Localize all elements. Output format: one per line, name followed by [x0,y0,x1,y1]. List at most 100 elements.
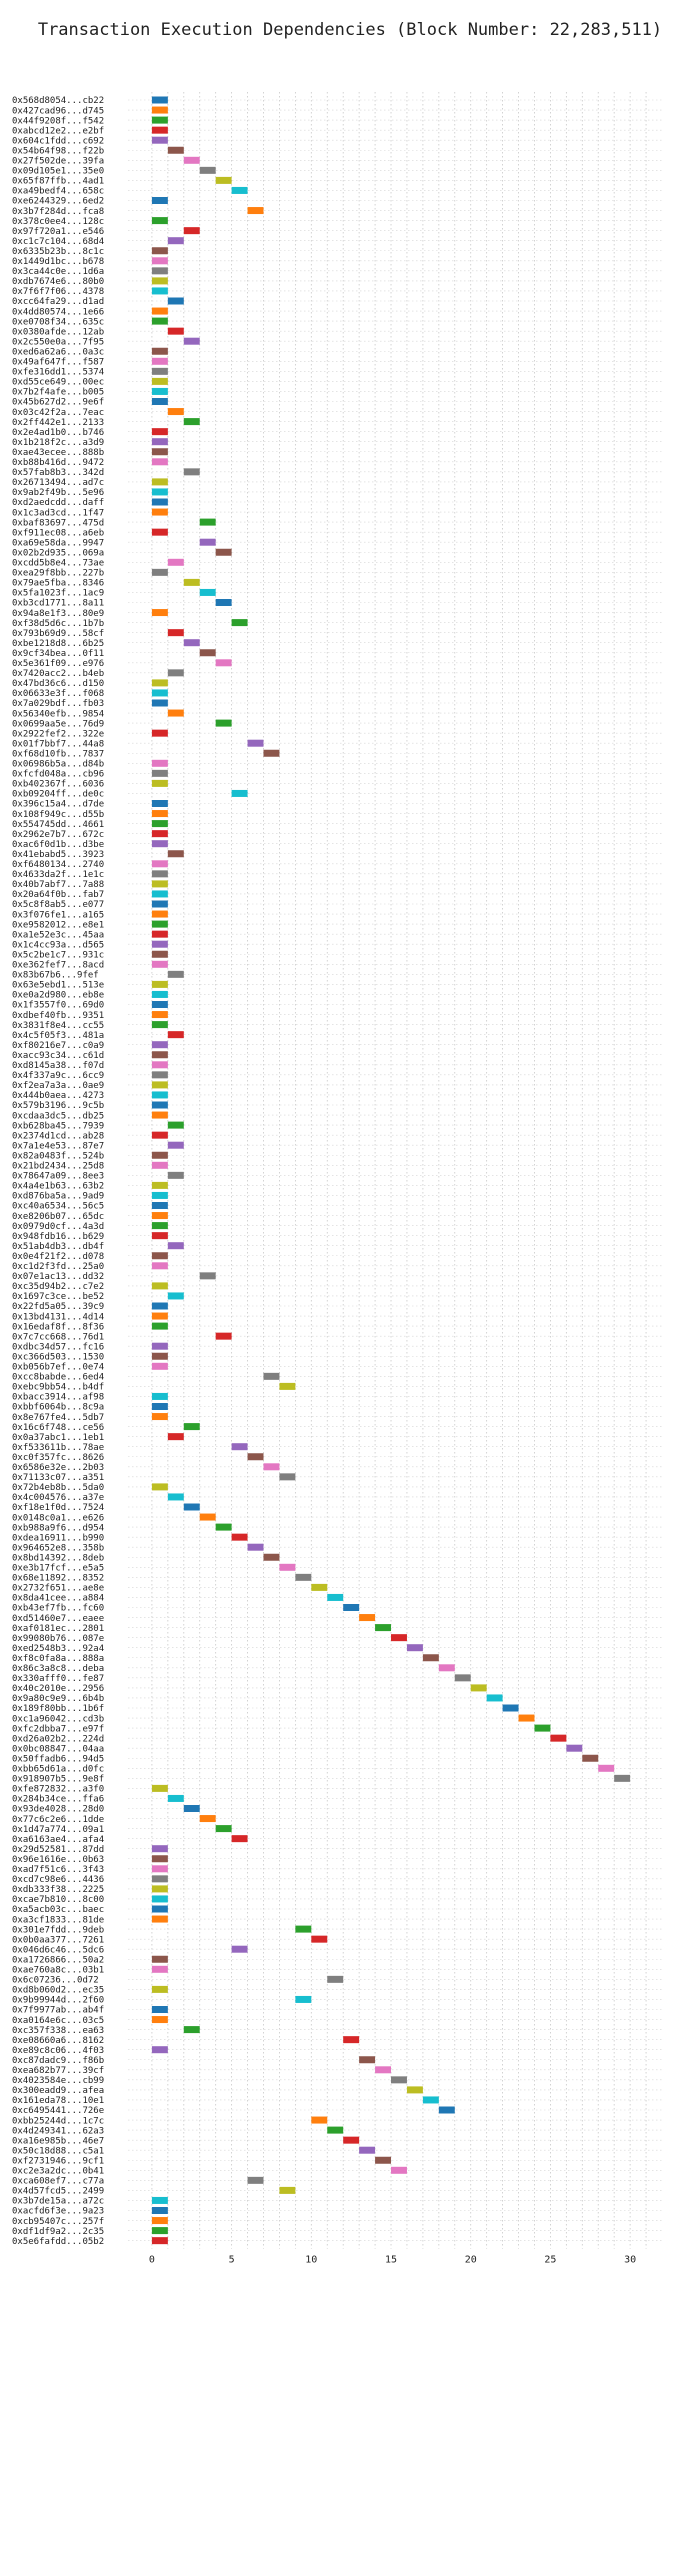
transaction-label: 0x49af647f...f587 [12,358,104,368]
transaction-label: 0xb988a9f6...d954 [12,1523,104,1533]
transaction-bar [183,1423,200,1431]
transaction-label: 0x21bd2434...25d8 [12,1162,104,1172]
transaction-bar [151,287,168,295]
transaction-label: 0x50ffadb6...94d5 [12,1754,104,1764]
transaction-label: 0xe8206b07...65dc [12,1212,104,1222]
transaction-bar [151,398,168,405]
transaction-label: 0x99080b76...087e [12,1634,104,1644]
transaction-label: 0xc1a96042...cd3b [12,1714,104,1724]
transaction-bar [167,408,184,416]
transaction-label: 0x3f076fe1...a165 [12,910,104,920]
transaction-label: 0x6586e32e...2b03 [12,1463,104,1473]
transaction-bar [151,2227,168,2235]
transaction-label: 0xa16e985b...46e7 [12,2136,104,2146]
transaction-label: 0x1b218f2c...a3d9 [12,438,104,448]
transaction-label: 0x4c5f05f3...481a [12,1031,104,1041]
transaction-label: 0x16c6f748...ce56 [12,1423,104,1433]
transaction-label: 0xf911ec08...a6eb [12,528,104,538]
transaction-bar [151,1232,168,1240]
transaction-bar [598,1764,615,1772]
transaction-bar [151,759,168,767]
transaction-bar [327,1975,344,1983]
transaction-bar [614,1774,631,1782]
transaction-label: 0x0e4f21f2...d078 [12,1252,104,1262]
transaction-label: 0x4d249341...62a3 [12,2126,104,2136]
chart-title: Transaction Execution Dependencies (Bloc… [37,20,663,40]
transaction-label: 0x78647a09...8ee3 [12,1172,104,1182]
transaction-bar [375,2066,392,2074]
transaction-bar [151,1895,168,1903]
transaction-label: 0x06633e3f...f068 [12,689,104,699]
transaction-label: 0x0148c0a1...e626 [12,1513,104,1523]
transaction-label: 0x79ae5fba...8346 [12,579,104,589]
transaction-bar [151,980,168,988]
transaction-bar [151,1252,168,1260]
transaction-label: 0xebc9bb54...b4df [12,1383,104,1393]
transaction-bar [151,1071,168,1079]
transaction-label: 0x4a4e1b63...63b2 [12,1182,104,1192]
transaction-bar [183,2026,200,2034]
transaction-label: 0xf38d5d6c...1b7b [12,619,104,629]
transaction-label: 0x1c3ad3cd...1f47 [12,508,104,518]
transaction-bar [151,1181,168,1189]
transaction-bar [247,1453,264,1461]
transaction-label: 0x09d105e1...35e0 [12,167,104,177]
transaction-bar [151,810,168,818]
transaction-bar [406,1644,423,1652]
transaction-bar [343,2136,360,2144]
transaction-bar [167,1292,184,1300]
transaction-bar [279,2186,296,2194]
transaction-label: 0x01f7bbf7...44a8 [12,739,104,749]
transaction-label: 0x2922fef2...322e [12,729,104,739]
transaction-label: 0x0bc08847...04aa [12,1744,104,1754]
transaction-bar [566,1744,583,1752]
transaction-bar [151,568,168,576]
transaction-bar [151,1392,168,1400]
transaction-bar [231,1533,248,1541]
transaction-label: 0xad7f51c6...3f43 [12,1865,104,1875]
transaction-bar [167,146,184,154]
transaction-bar [183,468,200,476]
transaction-bar [151,769,168,777]
transaction-bar [167,709,184,717]
transaction-bar [151,478,168,486]
transaction-bar [167,1493,184,1501]
transaction-label: 0xb43ef7fb...fc60 [12,1604,104,1614]
transaction-bar [151,96,168,104]
transaction-label: 0xc87dadc9...f86b [12,2056,104,2066]
transaction-bar [215,548,232,556]
transaction-label: 0x47bd36c6...d150 [12,679,104,689]
transaction-bar [231,619,248,627]
transaction-label: 0x1f3557f0...69d0 [12,1001,104,1011]
transaction-label: 0x4c004576...a37e [12,1493,104,1503]
transaction-label: 0x9b99944d...2f60 [12,1996,104,2006]
transaction-bar [151,106,168,114]
transaction-bar [518,1714,535,1722]
transaction-label: 0x50c18d88...c5a1 [12,2146,104,2156]
transaction-bar [215,599,232,606]
transaction-bar [359,2056,376,2064]
transaction-bar [151,1413,168,1421]
transaction-label: 0xe89c8c06...4f03 [12,2046,104,2056]
transaction-bar [151,679,168,687]
transaction-label: 0x444b0aea...4273 [12,1091,104,1101]
transaction-bar [151,1061,168,1069]
transaction-label: 0x40c2010e...2956 [12,1684,104,1694]
transaction-label: 0x4023584e...cb99 [12,2076,104,2086]
transaction-bar [151,1322,168,1330]
transaction-label: 0xbaf83697...475d [12,518,104,528]
transaction-bar [231,1835,248,1843]
transaction-bar [151,1212,168,1220]
transaction-label: 0x83b67b6...9fef [12,971,99,981]
transaction-bar [167,1242,184,1250]
transaction-label: 0xf6480134...2740 [12,860,104,870]
transaction-label: 0x396c15a4...d7de [12,800,104,810]
transaction-label: 0x86c3a8c8...deba [12,1664,104,1674]
transaction-label: 0xcd7c98e6...4436 [12,1875,104,1885]
transaction-label: 0xf68d10fb...7837 [12,749,104,759]
transaction-label: 0x579b3196...9c5b [12,1101,104,1111]
transaction-label: 0xf8c0fa8a...888a [12,1654,104,1664]
transaction-bar [151,1784,168,1792]
transaction-label: 0x13bd4131...4d14 [12,1312,104,1322]
transaction-bar [231,1945,248,1953]
